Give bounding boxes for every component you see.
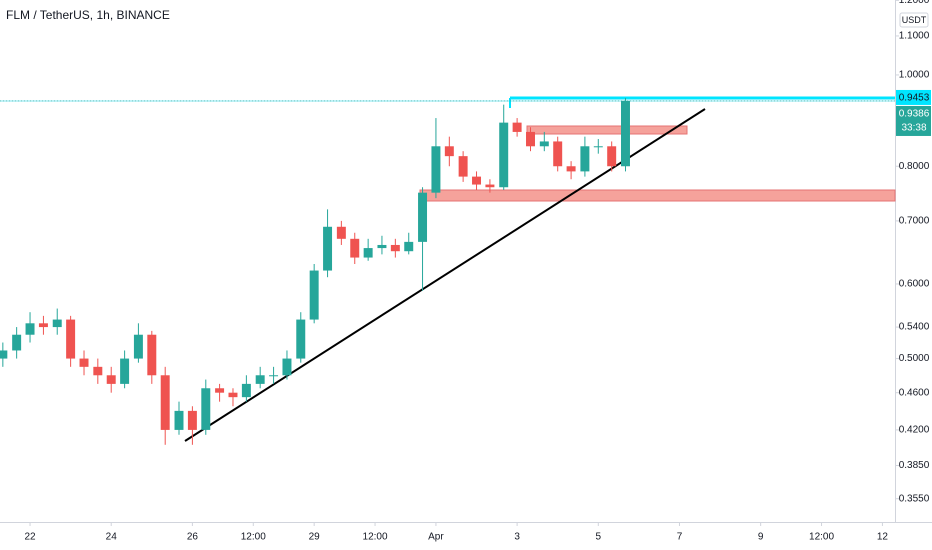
candle-body — [593, 146, 603, 148]
candle-body — [120, 358, 130, 384]
candle-body — [390, 244, 400, 252]
last-price-box — [896, 105, 931, 136]
line-price-box — [896, 89, 931, 105]
candle-body — [282, 358, 292, 376]
candle-body — [607, 146, 617, 167]
y-tick-label: 0.4200 — [899, 425, 930, 436]
line-price-label: 0.9453 — [899, 93, 930, 104]
candle-body — [309, 270, 319, 320]
x-tick-label: 24 — [106, 532, 118, 543]
candle-body — [404, 241, 414, 252]
candle-body — [499, 122, 509, 188]
candle-body — [187, 410, 197, 430]
candle-body — [539, 141, 549, 147]
y-tick-label: 0.3850 — [899, 460, 930, 471]
y-tick-label: 1.1000 — [899, 31, 930, 42]
candle-body — [553, 141, 563, 167]
candle-body — [296, 319, 306, 359]
price-labels: USDT 0.9453 0.9386 33:38 — [0, 12, 931, 136]
resistance-zone — [526, 125, 688, 135]
candle-body — [66, 319, 76, 359]
y-tick-label: 1.0000 — [899, 70, 930, 81]
candle-body — [215, 388, 225, 393]
candle-body — [147, 334, 157, 376]
candle-body — [93, 366, 103, 376]
candle-body — [201, 388, 211, 430]
candle-body — [52, 319, 62, 328]
candle-body — [350, 238, 360, 258]
candle-body — [431, 146, 441, 193]
candle-body — [580, 146, 590, 172]
x-tick-label: 29 — [309, 532, 321, 543]
candle-body — [363, 248, 373, 258]
candle-body — [444, 146, 454, 157]
candle-body — [228, 392, 238, 398]
y-tick-label: 0.5000 — [899, 353, 930, 364]
last-price-label: 0.9386 — [899, 109, 930, 120]
candle-body — [621, 100, 630, 167]
candle-body — [377, 244, 387, 249]
currency-box — [899, 12, 929, 28]
y-tick-label: 0.3550 — [899, 493, 930, 504]
y-tick-label: 0.6000 — [899, 279, 930, 290]
x-tick-label: 7 — [677, 532, 683, 543]
candle-body — [0, 350, 8, 359]
candle-body — [336, 226, 346, 239]
x-tick-label: 12:00 — [809, 532, 834, 543]
support-zone — [419, 189, 896, 202]
candle-body — [133, 334, 143, 359]
candle-body — [566, 166, 576, 172]
x-tick-label: 12 — [877, 532, 889, 543]
candle-body — [472, 176, 482, 185]
candle-body — [160, 375, 170, 430]
candle-body — [323, 226, 333, 271]
x-tick-label: 22 — [24, 532, 36, 543]
candle-body — [418, 192, 428, 242]
x-tick-label: 26 — [187, 532, 199, 543]
y-tick-label: 0.4600 — [899, 387, 930, 398]
y-tick-label: 0.7000 — [899, 216, 930, 227]
candle-body — [512, 122, 522, 132]
x-tick-label: 3 — [514, 532, 520, 543]
candle-body — [526, 131, 535, 147]
axes: 0.3550 0.3850 0.4200 0.4600 0.5000 0.5400 0.60… — [24, 0, 930, 543]
candle-body — [485, 184, 495, 188]
x-tick-label: 5 — [596, 532, 602, 543]
candle-body — [106, 375, 116, 384]
x-tick-label: 12:00 — [363, 532, 388, 543]
candle-body — [174, 410, 184, 430]
countdown-label: 33:38 — [901, 123, 926, 134]
y-tick-label: 1.2000 — [899, 0, 930, 6]
y-tick-label: 0.5400 — [899, 322, 930, 333]
y-tick-label: 0.8000 — [899, 161, 930, 172]
candle-body — [38, 323, 48, 328]
candle-body — [25, 323, 35, 335]
candle-body — [458, 156, 468, 177]
trend-line — [184, 108, 706, 442]
candle-body — [255, 375, 265, 384]
candle-body — [241, 383, 251, 398]
candles — [0, 97, 630, 445]
x-tick-label: Apr — [428, 532, 444, 543]
chart-title: FLM / TetherUS, 1h, BINANCE — [6, 8, 170, 22]
x-tick-label: 9 — [758, 532, 764, 543]
x-tick-label: 12:00 — [241, 532, 266, 543]
candle-body — [269, 375, 279, 377]
currency-label: USDT — [902, 15, 927, 25]
candle-body — [12, 334, 22, 351]
candle-body — [79, 358, 89, 367]
